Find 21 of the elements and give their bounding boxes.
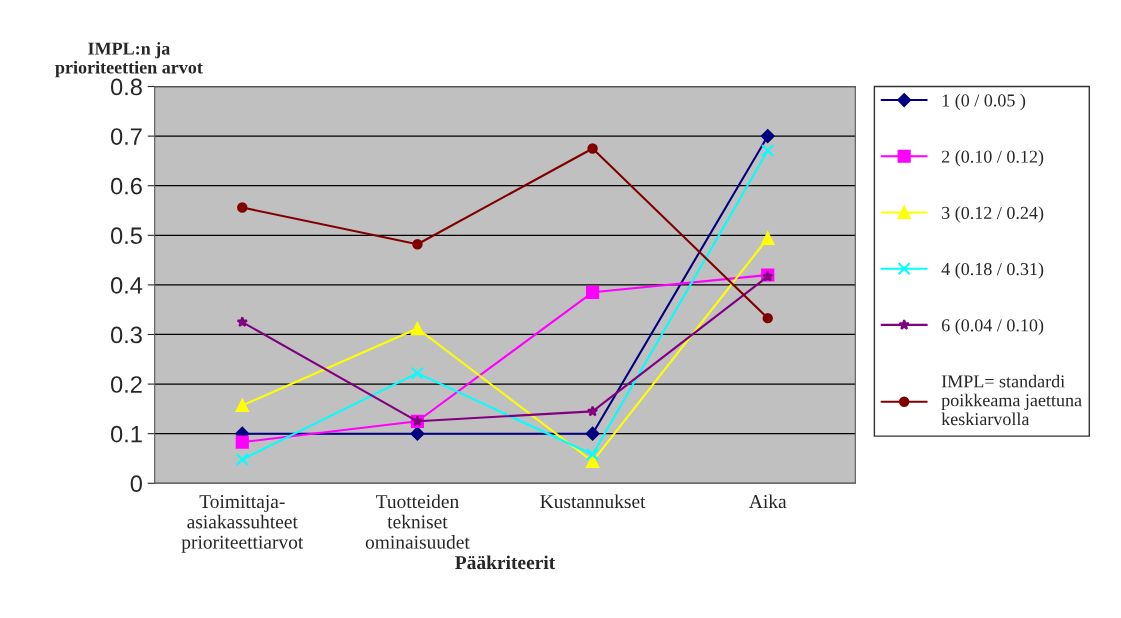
legend-label: 2 (0.10 / 0.12)	[941, 150, 1044, 167]
y-tick-label: 0.5	[111, 227, 142, 245]
x-tick-label: Tuotteiden tekniset ominaisuudet	[365, 494, 470, 549]
y-tick-label: 0.8	[111, 78, 142, 96]
y-tick-label: 0.2	[111, 376, 142, 393]
legend-label: 6 (0.04 / 0.10)	[941, 318, 1044, 336]
x-tick-label: Toimittaja- asiakassuhteet prioriteettiarvot	[181, 495, 304, 553]
y-tick-label: 0.7	[111, 128, 142, 145]
x-tick-label: Kustannukset	[540, 494, 646, 509]
x-axis-title: Pääkriteerit	[455, 555, 556, 570]
y-tick-label: 0.6	[111, 177, 142, 195]
y-tick-label: 0.4	[111, 276, 143, 294]
y-tick-label: 0.1	[111, 425, 142, 443]
y-axis-title: IMPL:n ja prioriteettien arvot	[55, 42, 203, 78]
y-tick-label: 0.3	[111, 326, 142, 344]
legend-label: 3 (0.12 / 0.24)	[942, 206, 1044, 223]
legend-label: IMPL= standardi poikkeama jaettuna keskiarvolla	[941, 374, 1082, 426]
x-tick-label: Aika	[749, 494, 787, 509]
legend-label: 1 (0 / 0.05 )	[942, 93, 1026, 111]
legend-label: 4 (0.18 / 0.31)	[941, 262, 1044, 279]
y-tick-label: 0	[130, 475, 142, 493]
